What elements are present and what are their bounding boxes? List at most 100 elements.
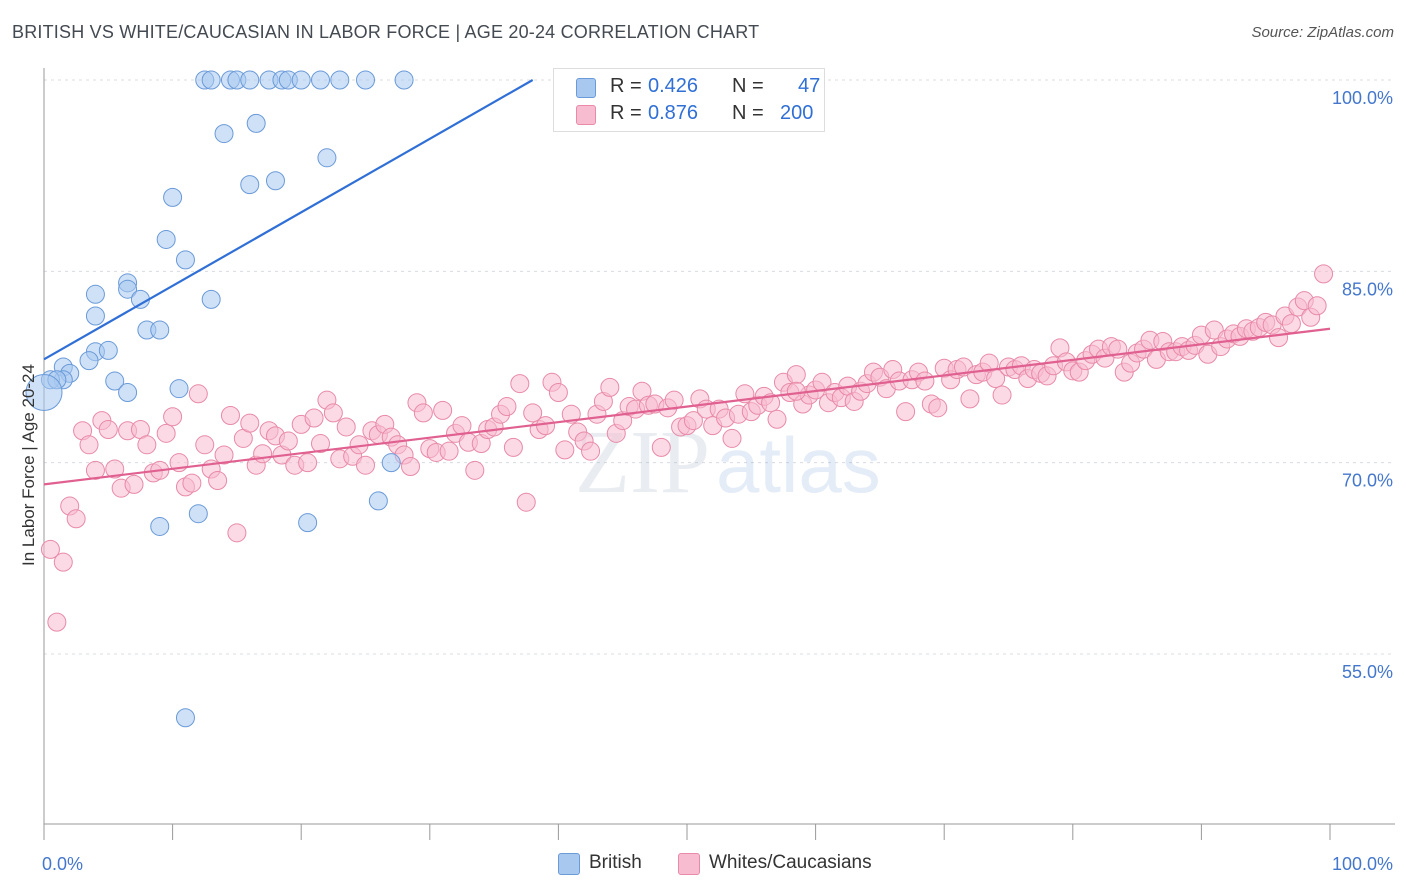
whites-point [356,455,375,475]
british-point [105,371,125,391]
whites-point [40,539,60,559]
british-point [214,124,234,144]
whites-point [124,474,144,494]
whites-point [98,420,118,440]
whites-point [1307,296,1327,316]
whites-point [536,416,556,436]
whites-point [85,460,105,480]
whites-point [651,437,671,457]
whites-trend-line [43,327,1331,486]
y-tick-label: 85.0% [1342,279,1393,299]
british-point [163,187,183,207]
whites-point [163,407,183,427]
british-point [356,70,375,90]
whites-point [465,460,485,480]
british-legend-label: British [589,852,642,873]
n-value: 47 [798,75,821,97]
british-point [201,289,221,309]
whites-point [79,435,99,455]
r-value: 0.876 [648,102,699,124]
whites-point [786,381,806,401]
british-point [291,70,311,90]
whites-point [581,441,601,461]
british-point [150,320,170,340]
y-tick-labels: 100.0% 85.0% 70.0% 55.0% [1332,88,1393,682]
watermark-atlas: atlas [716,421,881,509]
whites-point [960,389,980,409]
whites-point [240,413,260,433]
whites-point [53,552,73,572]
british-point [150,516,170,536]
whites-point [227,523,247,543]
r-value: 0.426 [648,75,699,97]
whites-point [503,437,523,457]
whites-swatch [576,105,596,125]
whites-legend-swatch [678,853,700,875]
whites-point [253,444,273,464]
british-point [240,70,260,90]
grid-lines [44,79,1395,655]
whites-point [278,431,298,451]
y-tick-label: 100.0% [1332,88,1393,108]
british-point [156,229,176,249]
british-point [330,70,350,90]
whites-point [195,435,215,455]
whites-point [413,403,433,423]
whites-legend-label: Whites/Caucasians [709,852,872,873]
whites-point [915,371,935,391]
british-point [201,70,221,90]
british-point [169,379,189,399]
british-point [368,491,388,511]
whites-point [510,374,530,394]
x-tick-labels: 0.0% 100.0% [42,854,1393,874]
whites-point [298,453,318,473]
whites-point [561,404,581,424]
source-label: Source: ZipAtlas.com [1251,24,1394,41]
whites-point [220,405,240,425]
british-point [79,351,99,371]
x-tick-label: 100.0% [1332,854,1393,874]
whites-point [683,411,703,431]
whites-point [992,385,1012,405]
y-tick-label: 70.0% [1342,471,1393,491]
n-value: 200 [780,102,814,124]
watermark: ZIP atlas [575,413,881,512]
whites-point [336,417,356,437]
whites-point [523,403,543,423]
british-point [175,708,195,728]
british-legend-swatch [558,853,580,875]
whites-point [1314,264,1334,284]
british-point [394,70,414,90]
whites-point [137,435,157,455]
british-point [310,70,330,90]
whites-point [401,456,421,476]
whites-point [1269,328,1289,348]
whites-point [516,492,536,512]
whites-point [548,383,568,403]
british-point [188,504,208,524]
whites-point [188,384,208,404]
trend-lines [43,79,1331,486]
whites-point [433,400,453,420]
whites-point [600,377,620,397]
stats-legend: R = 0.426 N = 47 R = 0.876 N = 200 [553,68,825,132]
whites-point [214,445,234,465]
british-swatch [576,78,596,98]
british-point [246,113,266,133]
british-point [118,383,138,403]
whites-point [439,441,459,461]
british-point [298,513,318,533]
n-label: N = [732,102,764,124]
whites-point [156,423,176,443]
whites-point [1281,314,1301,334]
whites-point [47,612,67,632]
whites-point [497,397,517,417]
whites-point [66,509,86,529]
whites-point [722,428,742,448]
british-point [317,148,337,168]
british-point [85,306,105,326]
n-label: N = [732,75,764,97]
whites-point [786,365,806,385]
whites-point [928,398,948,418]
